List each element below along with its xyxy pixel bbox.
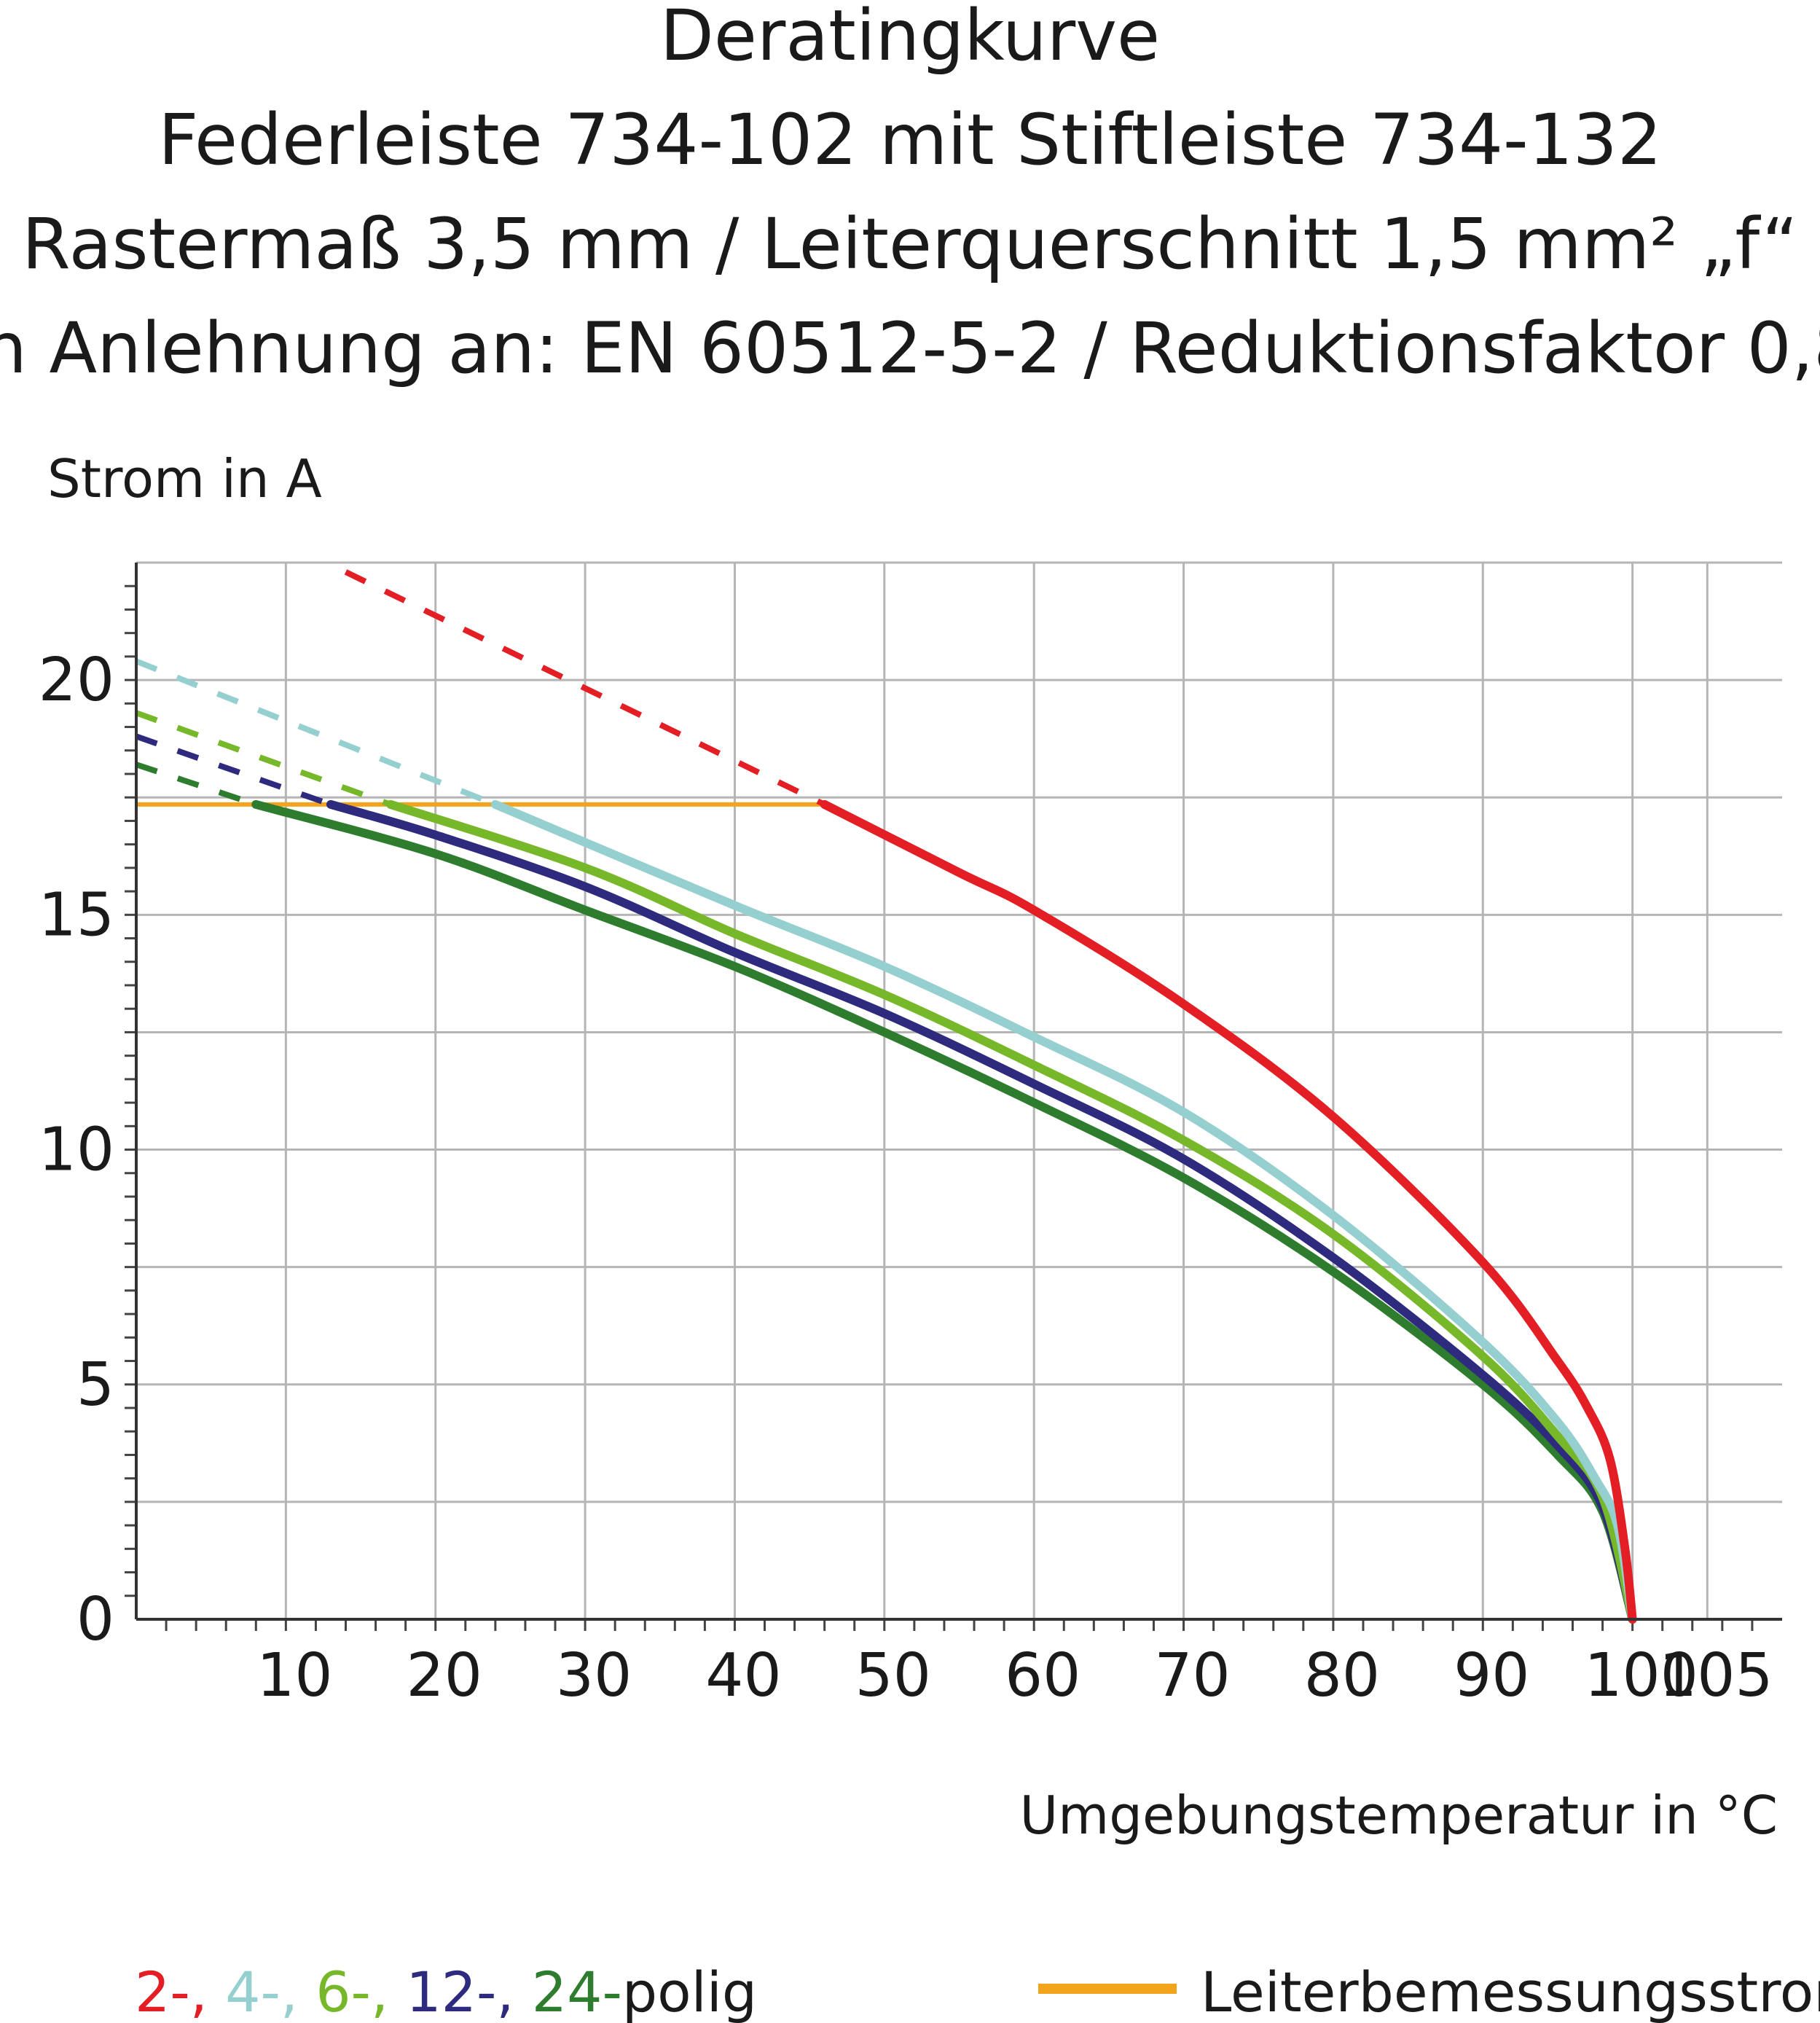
axes — [135, 563, 1782, 1621]
series-2-polig-line — [820, 799, 1637, 1624]
x-tick-label-50: 50 — [855, 1641, 931, 1710]
series-6-polig-extrapolation — [135, 710, 392, 807]
x-tick-label-30: 30 — [556, 1641, 632, 1710]
x-tick-label-10: 10 — [256, 1641, 332, 1710]
series-lines — [135, 569, 1637, 1624]
x-axis-label: Umgebungstemperatur in °C — [1019, 1785, 1778, 1846]
series-12-polig-line — [326, 799, 1637, 1624]
y-tick-label-20: 20 — [39, 646, 114, 715]
y-tick-label-10: 10 — [39, 1116, 114, 1185]
chart-title: Deratingkurve Federleiste 734-102 mit St… — [0, 0, 1820, 389]
x-tick-label-40: 40 — [705, 1641, 781, 1710]
series-12-polig-extrapolation — [135, 733, 332, 807]
x-tick-label-100: 100 — [1584, 1641, 1698, 1710]
y-tick-label-15: 15 — [39, 880, 114, 950]
legend-series-labels: 2-, 4-, 6-, 12-, 24-polig — [135, 1960, 757, 2023]
title-line-4: In Anlehnung an: EN 60512-5-2 / Reduktio… — [0, 308, 1820, 389]
y-axis-label: Strom in A — [47, 448, 322, 509]
title-line-2: Federleiste 734-102 mit Stiftleiste 734-… — [158, 99, 1662, 181]
legend-polig-suffix: polig — [622, 1960, 757, 2023]
x-tick-label-70: 70 — [1154, 1641, 1230, 1710]
y-tick-labels: 0 5 10 15 20 — [39, 646, 114, 1654]
x-tick-label-20: 20 — [407, 1641, 482, 1710]
minor-ticks — [125, 584, 1754, 1631]
legend-item-12-polig: 12-, — [406, 1960, 531, 2023]
y-tick-label-5: 5 — [77, 1350, 114, 1420]
series-2-polig-extrapolation — [344, 569, 826, 807]
x-tick-label-80: 80 — [1304, 1641, 1380, 1710]
series-4-polig-extrapolation — [135, 658, 497, 807]
title-line-3: Rastermaß 3,5 mm / Leiterquerschnitt 1,5… — [22, 203, 1798, 285]
x-tick-label-90: 90 — [1454, 1641, 1529, 1710]
y-tick-label-0: 0 — [77, 1585, 114, 1654]
grid — [136, 561, 1782, 1619]
series-24-polig-extrapolation — [135, 762, 257, 807]
legend-item-24-polig: 24- — [532, 1960, 622, 2023]
title-line-1: Deratingkurve — [660, 0, 1160, 77]
legend-rated-label: Leiterbemessungsstrom — [1201, 1960, 1820, 2023]
series-24-polig-line — [251, 799, 1637, 1624]
legend-item-6-polig: 6-, — [315, 1960, 406, 2023]
legend: 2-, 4-, 6-, 12-, 24-polig Leiterbemessun… — [135, 1960, 1820, 2023]
x-tick-label-60: 60 — [1005, 1641, 1080, 1710]
series-4-polig-line — [490, 799, 1637, 1624]
legend-item-4-polig: 4-, — [225, 1960, 315, 2023]
series-6-polig-line — [386, 799, 1637, 1624]
legend-item-2-polig: 2-, — [135, 1960, 225, 2023]
x-tick-label-105: 105 — [1659, 1641, 1773, 1710]
